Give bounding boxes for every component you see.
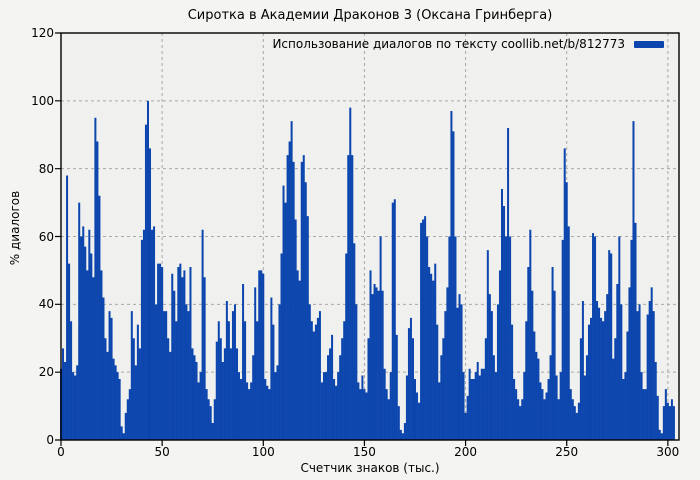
x-tick-label: 250 <box>555 445 579 459</box>
y-tick-label: 0 <box>46 433 54 447</box>
x-tick-label: 200 <box>454 445 478 459</box>
y-axis-label: % диалогов <box>8 190 22 266</box>
legend-label: Использование диалогов по тексту coollib… <box>272 37 625 51</box>
chart-title: Сиротка в Академии Драконов 3 (Оксана Гр… <box>187 8 553 23</box>
x-axis-label: Счетчик знаков (тыс.) <box>300 461 440 475</box>
y-tick-label: 100 <box>31 93 54 108</box>
y-tick-label: 20 <box>38 365 54 380</box>
y-tick-label: 60 <box>38 229 54 244</box>
y-tick-label: 120 <box>31 26 54 40</box>
x-tick-label: 50 <box>154 445 170 459</box>
x-tick-label: 150 <box>352 445 376 459</box>
axis-ticks <box>55 32 669 446</box>
x-tick-label: 100 <box>251 445 275 459</box>
x-tick-label: 300 <box>656 445 680 459</box>
y-tick-label: 40 <box>38 297 54 312</box>
legend-swatch <box>634 40 664 48</box>
y-tick-label: 80 <box>38 161 54 176</box>
x-tick-label: 0 <box>57 445 65 459</box>
legend: Использование диалогов по тексту coollib… <box>272 37 664 51</box>
